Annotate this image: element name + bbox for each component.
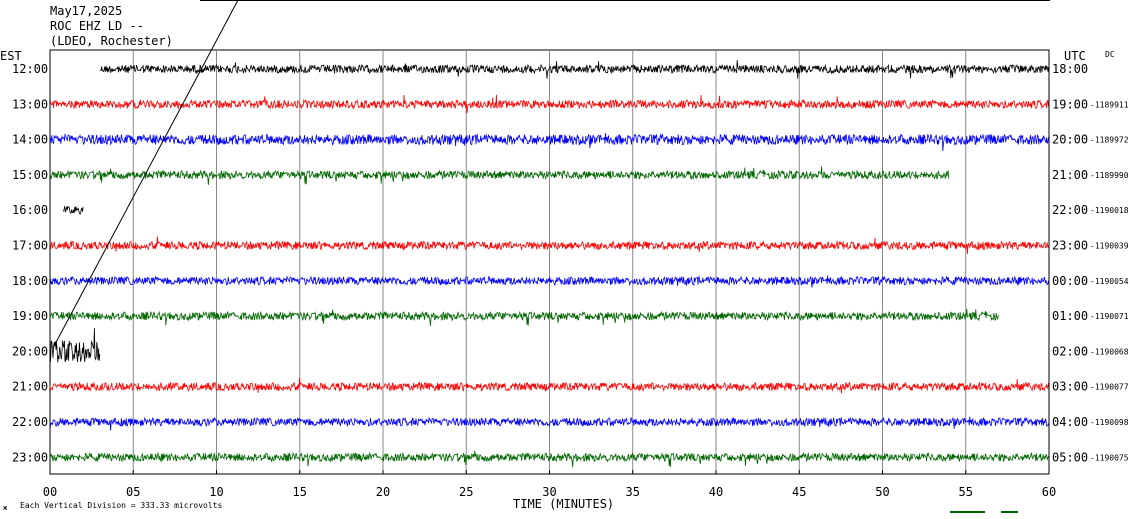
trace-23:00 bbox=[49, 450, 1049, 468]
row-label-utc: 19:00 bbox=[1052, 97, 1088, 111]
row-label-utc: 00:00 bbox=[1052, 274, 1088, 288]
row-label-est: 21:00 bbox=[12, 380, 48, 394]
row-label-est: 20:00 bbox=[12, 344, 48, 358]
row-label-utc: 04:00 bbox=[1052, 415, 1088, 429]
trace-19:00 bbox=[49, 308, 999, 327]
row-label-utc: 20:00 bbox=[1052, 133, 1088, 147]
row-label-est: 18:00 bbox=[12, 274, 48, 288]
row-label-utc: 03:00 bbox=[1052, 380, 1088, 394]
row-label-utc: 01:00 bbox=[1052, 309, 1088, 323]
row-label-utc: 21:00 bbox=[1052, 168, 1088, 182]
row-dc-offset: -1190018 bbox=[1090, 206, 1129, 215]
trace-22:00 bbox=[49, 416, 1049, 431]
x-tick-label: 30 bbox=[542, 485, 556, 499]
header-station: ROC EHZ LD -- bbox=[50, 19, 144, 33]
x-tick-label: 15 bbox=[293, 485, 307, 499]
header-network: (LDEO, Rochester) bbox=[50, 34, 173, 48]
row-label-est: 17:00 bbox=[12, 239, 48, 253]
row-dc-offset: -1190098 bbox=[1090, 418, 1129, 427]
row-label-utc: 18:00 bbox=[1052, 62, 1088, 76]
x-tick-label: 45 bbox=[792, 485, 806, 499]
row-dc-offset: -1190039 bbox=[1090, 242, 1129, 251]
x-tick-label: 05 bbox=[126, 485, 140, 499]
trace-20:00 bbox=[49, 328, 101, 363]
row-label-est: 13:00 bbox=[12, 97, 48, 111]
row-dc-offset: -1190054 bbox=[1090, 277, 1129, 286]
row-label-est: 14:00 bbox=[12, 133, 48, 147]
x-tick-label: 20 bbox=[376, 485, 390, 499]
row-dc-offset: -1190075 bbox=[1090, 453, 1129, 462]
x-tick-label: 25 bbox=[459, 485, 473, 499]
row-dc-offset: -1190068 bbox=[1090, 347, 1129, 356]
row-label-est: 15:00 bbox=[12, 168, 48, 182]
x-tick-label: 10 bbox=[209, 485, 223, 499]
row-label-utc: 23:00 bbox=[1052, 239, 1088, 253]
x-tick-label: 50 bbox=[875, 485, 889, 499]
row-label-est: 23:00 bbox=[12, 450, 48, 464]
trace-21:00 bbox=[49, 377, 1049, 394]
footer-mark: ж bbox=[3, 504, 8, 512]
row-dc-offset: -1190077 bbox=[1090, 383, 1129, 392]
x-tick-label: 35 bbox=[626, 485, 640, 499]
trace-17:00 bbox=[49, 236, 1049, 255]
trace-15:00 bbox=[49, 166, 950, 185]
x-axis-label: TIME (MINUTES) bbox=[513, 497, 614, 511]
trace-12:00 bbox=[99, 60, 1049, 79]
row-dc-offset: -1190071 bbox=[1090, 312, 1129, 321]
right-axis-label: UTC bbox=[1064, 49, 1086, 63]
row-label-est: 12:00 bbox=[12, 62, 48, 76]
row-dc-offset: -1189911 bbox=[1090, 100, 1129, 109]
row-label-est: 19:00 bbox=[12, 309, 48, 323]
row-label-utc: 02:00 bbox=[1052, 344, 1088, 358]
x-tick-label: 40 bbox=[709, 485, 723, 499]
row-dc-offset: -1189972 bbox=[1090, 136, 1129, 145]
left-axis-label: EST bbox=[0, 49, 22, 63]
x-tick-label: 60 bbox=[1042, 485, 1056, 499]
trace-16:00 bbox=[62, 206, 84, 216]
row-label-utc: 05:00 bbox=[1052, 450, 1088, 464]
x-tick-label: 00 bbox=[43, 485, 57, 499]
row-label-est: 22:00 bbox=[12, 415, 48, 429]
row-label-utc: 22:00 bbox=[1052, 203, 1088, 217]
dc-column-label: DC bbox=[1105, 50, 1115, 59]
footer-note: Each Vertical Division = 333.33 microvol… bbox=[20, 501, 222, 510]
x-tick-label: 55 bbox=[959, 485, 973, 499]
header-date: May17,2025 bbox=[50, 4, 122, 18]
trace-18:00 bbox=[49, 275, 1049, 288]
trace-13:00 bbox=[50, 94, 1049, 114]
row-label-est: 16:00 bbox=[12, 203, 48, 217]
trace-14:00 bbox=[49, 132, 1049, 152]
annotation-slope-line bbox=[52, 0, 239, 349]
row-dc-offset: -1189990 bbox=[1090, 171, 1129, 180]
